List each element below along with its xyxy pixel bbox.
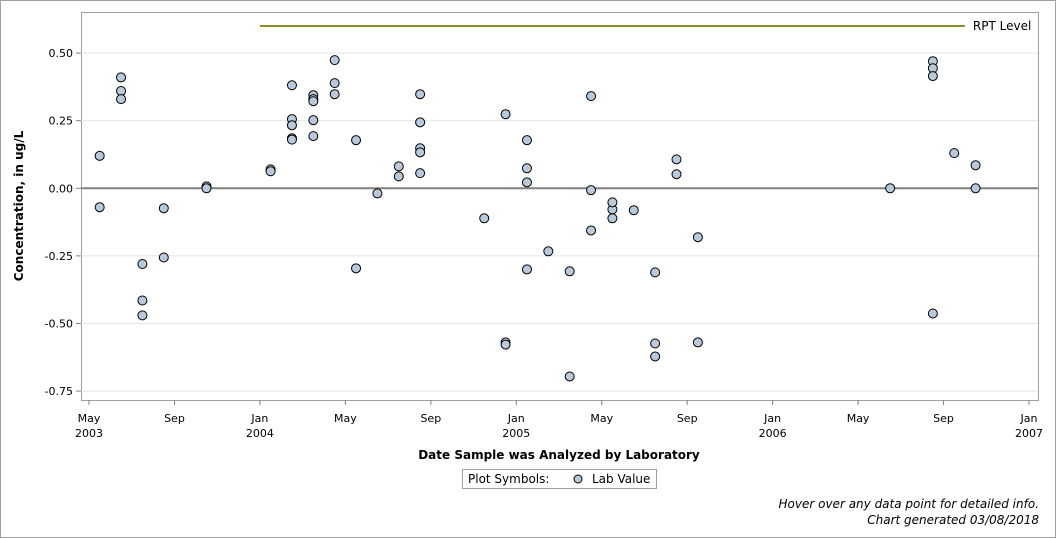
x-tick-sublabel: 2004 <box>246 427 274 440</box>
x-tick-label: Sep <box>933 412 954 425</box>
data-point[interactable] <box>116 94 127 105</box>
y-tick-label: 0.25 <box>49 115 74 128</box>
data-point[interactable] <box>927 71 938 82</box>
data-point[interactable] <box>308 131 319 142</box>
x-tick-sublabel: 2006 <box>759 427 787 440</box>
data-point[interactable] <box>650 338 661 349</box>
data-point[interactable] <box>286 120 297 131</box>
y-tick-label: -0.25 <box>45 250 73 263</box>
x-tick-label: Jan <box>1020 412 1038 425</box>
data-point[interactable] <box>628 205 639 216</box>
data-point[interactable] <box>372 188 383 199</box>
x-tick-sublabel: 2005 <box>502 427 530 440</box>
data-point[interactable] <box>650 267 661 278</box>
data-point[interactable] <box>137 310 148 321</box>
data-point[interactable] <box>521 177 532 188</box>
data-point[interactable] <box>329 55 340 66</box>
legend-box <box>462 469 657 489</box>
note: Chart generated 03/08/2018 <box>867 513 1039 527</box>
data-point[interactable] <box>521 163 532 174</box>
data-point[interactable] <box>671 154 682 165</box>
data-point[interactable] <box>479 213 490 224</box>
x-tick-label: May <box>847 412 870 425</box>
data-point[interactable] <box>500 339 511 350</box>
data-point[interactable] <box>286 134 297 145</box>
data-point[interactable] <box>116 72 127 83</box>
data-point[interactable] <box>927 308 938 319</box>
data-point[interactable] <box>329 89 340 100</box>
data-point[interactable] <box>265 166 276 177</box>
data-point[interactable] <box>393 171 404 182</box>
x-tick-label: Jan <box>250 412 268 425</box>
x-tick-label: Sep <box>420 412 441 425</box>
data-point[interactable] <box>415 168 426 179</box>
data-point[interactable] <box>500 109 511 120</box>
x-tick-sublabel: 2007 <box>1015 427 1043 440</box>
data-point[interactable] <box>671 169 682 180</box>
x-tick-label: Sep <box>164 412 185 425</box>
data-point[interactable] <box>564 371 575 382</box>
y-tick-label: -0.50 <box>45 317 73 330</box>
data-point[interactable] <box>94 150 105 161</box>
data-point[interactable] <box>607 197 618 208</box>
x-tick-label: Sep <box>677 412 698 425</box>
data-point[interactable] <box>692 337 703 348</box>
data-point[interactable] <box>351 135 362 146</box>
legend-symbol <box>573 474 583 484</box>
data-point[interactable] <box>521 135 532 146</box>
data-point[interactable] <box>521 264 532 275</box>
note: Hover over any data point for detailed i… <box>779 497 1039 511</box>
plot-frame <box>81 12 1039 401</box>
y-tick-label: -0.75 <box>45 385 73 398</box>
data-point[interactable] <box>351 263 362 274</box>
data-point[interactable] <box>607 213 618 224</box>
data-point[interactable] <box>586 225 597 236</box>
data-point[interactable] <box>94 202 105 213</box>
data-point[interactable] <box>137 295 148 306</box>
y-axis-title: Concentration, in ug/L <box>12 130 26 281</box>
x-tick-label: May <box>334 412 357 425</box>
y-tick-label: 0.50 <box>49 47 74 60</box>
data-point[interactable] <box>970 183 981 194</box>
data-point[interactable] <box>564 266 575 277</box>
data-point[interactable] <box>949 148 960 159</box>
data-point[interactable] <box>158 252 169 263</box>
data-point[interactable] <box>137 258 148 269</box>
data-point[interactable] <box>543 246 554 257</box>
data-point[interactable] <box>586 91 597 102</box>
data-point[interactable] <box>329 78 340 89</box>
data-point[interactable] <box>286 80 297 91</box>
data-point[interactable] <box>885 183 896 194</box>
data-point[interactable] <box>393 161 404 172</box>
data-point[interactable] <box>308 115 319 126</box>
data-point[interactable] <box>415 89 426 100</box>
data-point[interactable] <box>308 96 319 107</box>
data-point[interactable] <box>158 203 169 214</box>
line-label: RPT Level <box>973 19 1031 33</box>
data-point[interactable] <box>650 351 661 362</box>
data-point[interactable] <box>692 232 703 243</box>
x-tick-label: Jan <box>763 412 781 425</box>
x-axis-title: Date Sample was Analyzed by Laboratory <box>418 448 700 462</box>
data-point[interactable] <box>970 160 981 171</box>
legend-label: Lab Value <box>592 472 650 486</box>
x-tick-label: Jan <box>507 412 525 425</box>
x-tick-label: May <box>78 412 101 425</box>
data-point[interactable] <box>586 185 597 196</box>
y-tick-label: 0.00 <box>49 182 74 195</box>
x-tick-sublabel: 2003 <box>75 427 103 440</box>
data-point[interactable] <box>415 147 426 158</box>
data-point[interactable] <box>415 117 426 128</box>
data-point[interactable] <box>201 183 212 194</box>
legend-title: Plot Symbols: <box>468 472 549 486</box>
x-tick-label: May <box>590 412 613 425</box>
